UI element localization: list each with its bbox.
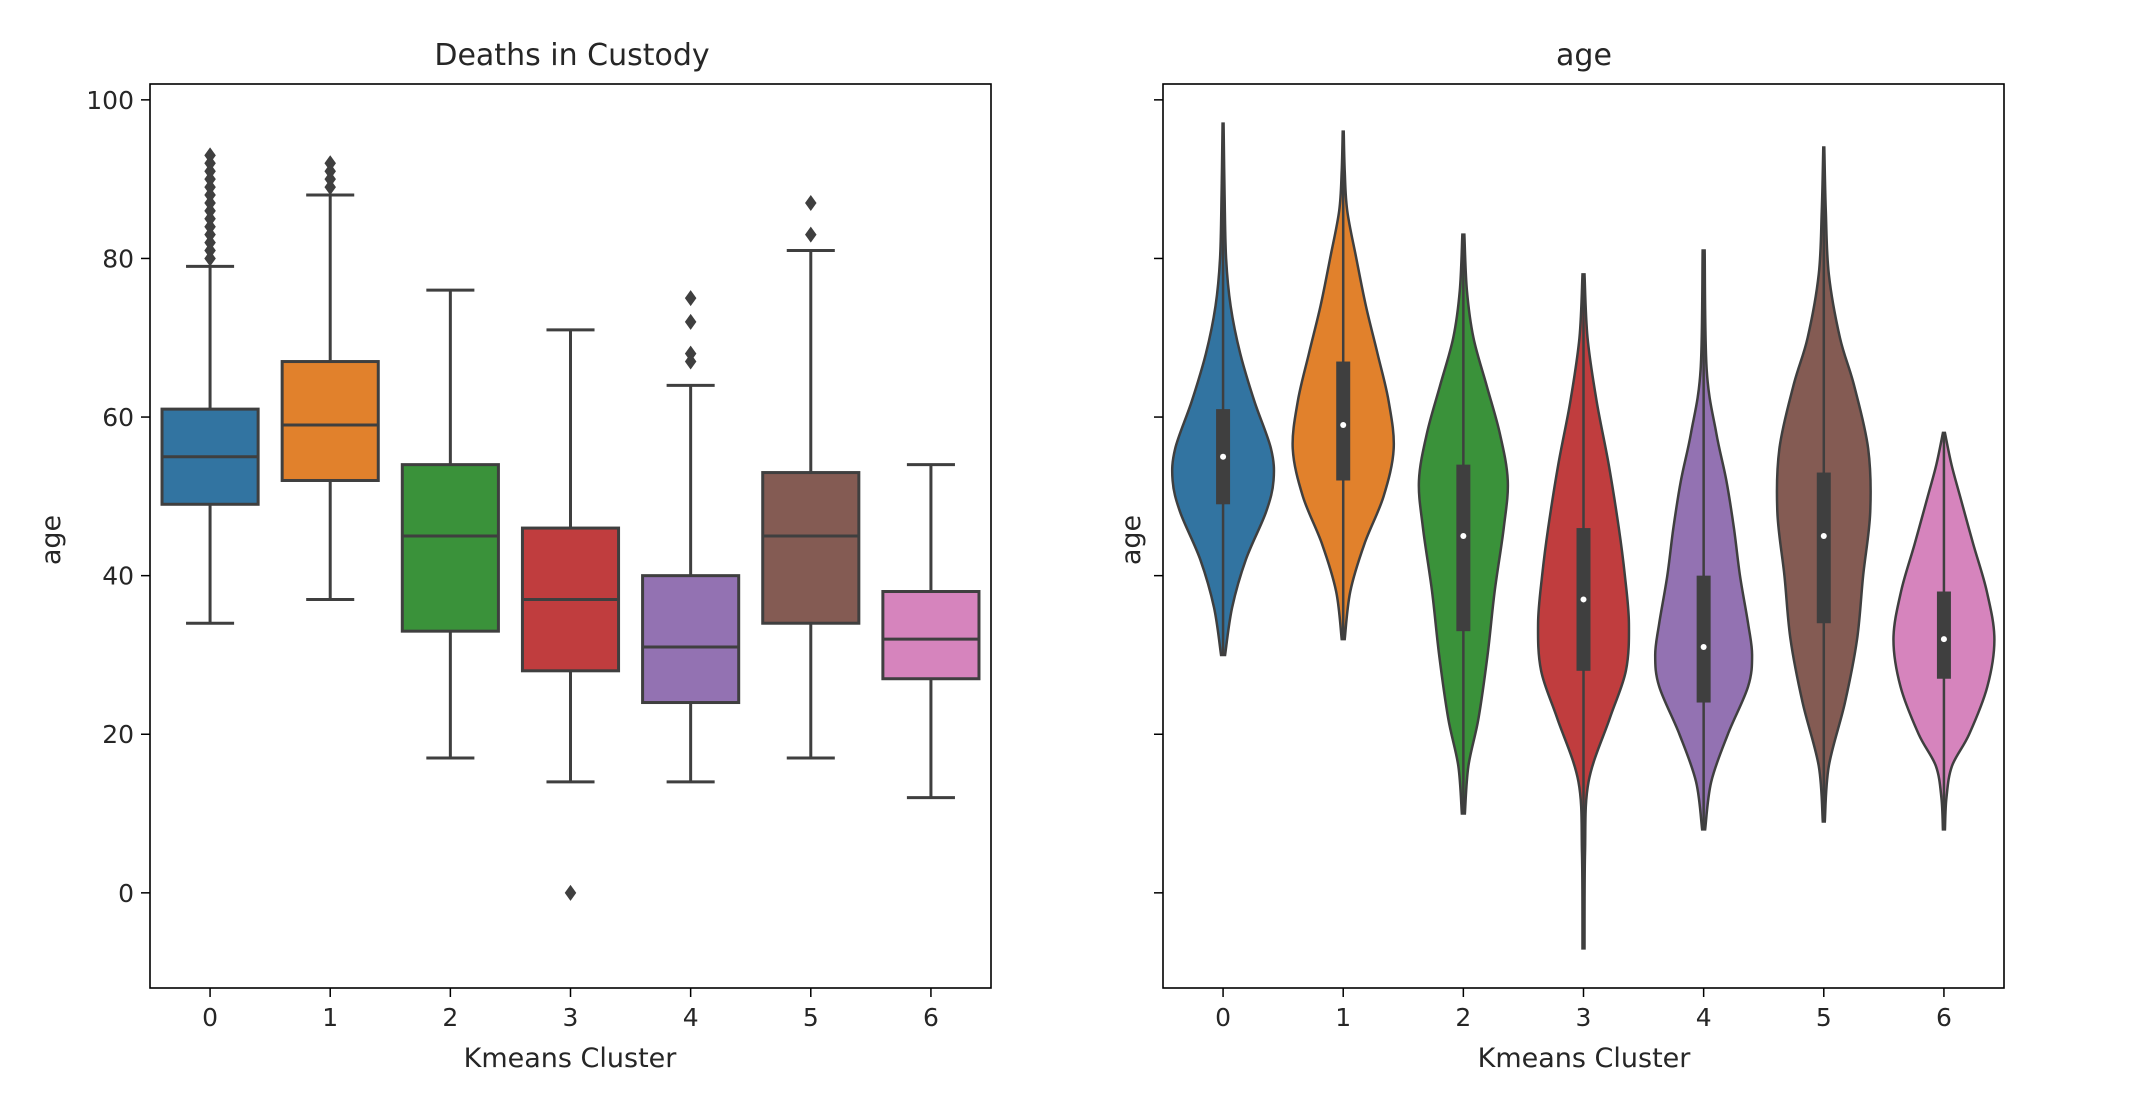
box-cluster-5: [761, 194, 861, 760]
y-tick-label: 80: [102, 244, 134, 273]
violin-cluster-0: [1170, 122, 1276, 657]
y-tick-label: 60: [102, 403, 134, 432]
x-tick-label: 6: [1936, 1003, 1952, 1032]
outlier-point: [805, 194, 817, 211]
y-tick-label: 40: [102, 562, 134, 591]
violin-cluster-4: [1653, 249, 1754, 831]
violin-cluster-5: [1775, 146, 1872, 823]
outlier-point: [564, 884, 577, 901]
violin-x-axis-label: Kmeans Cluster: [1478, 1043, 1692, 1074]
violin-median-dot: [1820, 533, 1827, 539]
box-iqr: [280, 360, 380, 482]
violin-iqr-bar: [1696, 575, 1711, 703]
violin-marks: [1170, 122, 1996, 950]
box-iqr: [881, 590, 981, 681]
violin-iqr-bar: [1816, 472, 1831, 624]
y-tick-label: 0: [118, 879, 134, 908]
y-tick-label: 20: [102, 720, 134, 749]
x-tick-label: 0: [202, 1003, 218, 1032]
x-tick-label: 4: [1696, 1003, 1712, 1032]
violin-median-dot: [1940, 636, 1947, 643]
x-tick-label: 5: [1816, 1003, 1832, 1032]
box-cluster-3: [520, 328, 621, 901]
violin-y-axis-label: age: [1116, 515, 1147, 565]
x-tick-label: 1: [1335, 1003, 1351, 1032]
violin-y-ticks: [1154, 99, 1163, 894]
violin-chart-title: age: [1556, 38, 1612, 73]
box-x-ticks: 0 1 2 3 4 5 6: [202, 988, 939, 1032]
box-y-axis-label: age: [36, 515, 67, 565]
x-tick-label: 6: [923, 1003, 939, 1032]
violin-median-dot: [1700, 644, 1707, 651]
violin-iqr-bar: [1456, 464, 1471, 632]
violin-cluster-3: [1536, 273, 1631, 950]
outlier-point: [684, 345, 697, 362]
box-y-ticks: 0 20 40 60 80 100: [86, 86, 150, 908]
x-tick-label: 3: [563, 1003, 579, 1032]
outlier-point: [805, 226, 817, 243]
y-tick-label: 100: [86, 86, 134, 115]
x-tick-label: 5: [803, 1003, 819, 1032]
box-cluster-4: [641, 290, 741, 784]
violin-cluster-6: [1892, 431, 1996, 831]
outlier-point: [684, 313, 697, 330]
box-cluster-2: [400, 288, 500, 760]
box-cluster-1: [280, 155, 380, 601]
x-tick-label: 2: [1455, 1003, 1471, 1032]
violin-median-dot: [1460, 533, 1467, 539]
box-iqr: [400, 463, 500, 633]
x-tick-label: 2: [442, 1003, 458, 1032]
box-marks: [160, 147, 981, 901]
violin-panel: age 0 1 2 3 4 5 6 Kmeans Cluster age: [1116, 38, 2005, 1074]
x-tick-label: 4: [683, 1003, 699, 1032]
x-tick-label: 0: [1215, 1003, 1231, 1032]
violin-x-ticks: 0 1 2 3 4 5 6: [1215, 988, 1952, 1032]
box-cluster-0: [160, 147, 260, 625]
violin-median-dot: [1220, 453, 1227, 460]
outlier-point: [684, 290, 697, 307]
box-x-axis-label: Kmeans Cluster: [464, 1043, 678, 1074]
box-iqr: [761, 471, 861, 625]
x-tick-label: 3: [1576, 1003, 1592, 1032]
box-chart-title: Deaths in Custody: [434, 38, 709, 73]
outlier-point: [204, 147, 216, 164]
outlier-point: [324, 155, 336, 172]
violin-iqr-bar: [1336, 361, 1351, 481]
violin-median-dot: [1580, 596, 1587, 603]
x-tick-label: 1: [322, 1003, 338, 1032]
box-panel: Deaths in Custody 0 20 40 60 80 100 0 1 2 3 4 5 6 K…: [36, 38, 992, 1074]
violin-iqr-bar: [1936, 591, 1951, 679]
violin-cluster-2: [1417, 233, 1510, 815]
box-iqr: [641, 574, 741, 705]
violin-cluster-1: [1291, 130, 1396, 641]
violin-median-dot: [1340, 421, 1347, 428]
box-cluster-6: [881, 463, 981, 800]
